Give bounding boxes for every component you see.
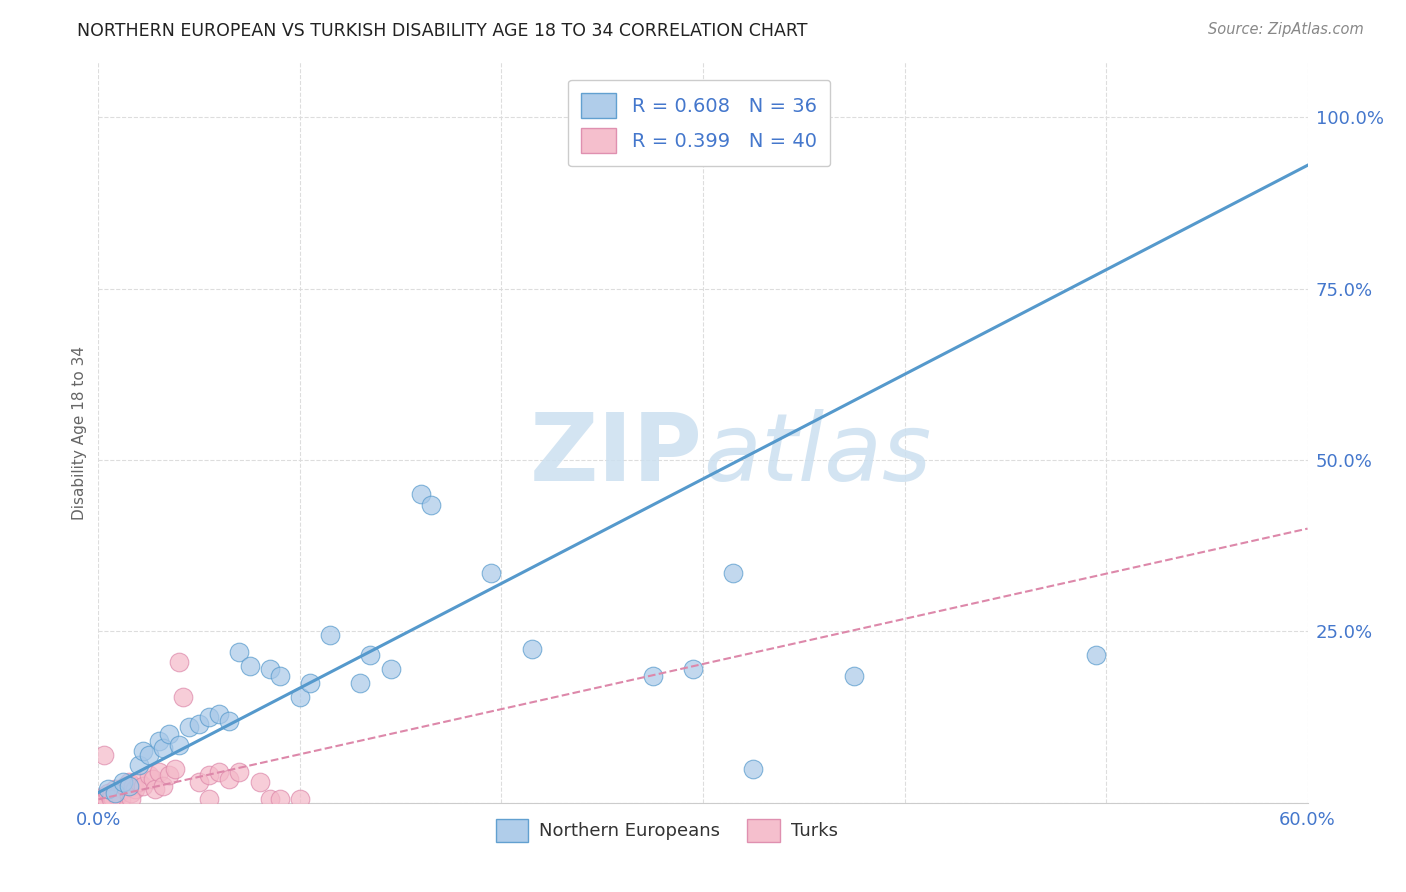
- Point: [682, 662, 704, 676]
- Point: [114, 779, 136, 793]
- Point: [120, 792, 142, 806]
- Point: [152, 741, 174, 756]
- Point: [138, 768, 160, 782]
- Point: [157, 727, 180, 741]
- Point: [118, 775, 141, 789]
- Point: [91, 792, 114, 806]
- Point: [118, 779, 141, 793]
- Point: [198, 792, 221, 806]
- Point: [111, 782, 134, 797]
- Point: [148, 734, 170, 748]
- Point: [138, 747, 160, 762]
- Point: [349, 676, 371, 690]
- Point: [179, 720, 201, 734]
- Point: [163, 762, 186, 776]
- Point: [319, 628, 342, 642]
- Point: [152, 779, 174, 793]
- Point: [142, 772, 165, 786]
- Point: [167, 655, 190, 669]
- Point: [360, 648, 382, 663]
- Point: [228, 764, 250, 779]
- Point: [111, 775, 134, 789]
- Point: [188, 717, 211, 731]
- Text: atlas: atlas: [703, 409, 931, 500]
- Point: [481, 566, 503, 581]
- Point: [420, 498, 443, 512]
- Point: [288, 690, 311, 704]
- Point: [208, 706, 231, 721]
- Point: [97, 782, 120, 797]
- Point: [148, 764, 170, 779]
- Point: [288, 792, 311, 806]
- Point: [249, 775, 271, 789]
- Legend: Northern Europeans, Turks: Northern Europeans, Turks: [489, 812, 845, 849]
- Point: [132, 779, 155, 793]
- Point: [228, 645, 250, 659]
- Point: [157, 768, 180, 782]
- Point: [520, 641, 543, 656]
- Point: [103, 782, 125, 797]
- Point: [259, 792, 281, 806]
- Text: ZIP: ZIP: [530, 409, 703, 500]
- Point: [742, 762, 765, 776]
- Point: [172, 690, 194, 704]
- Point: [107, 785, 129, 799]
- Point: [167, 738, 190, 752]
- Point: [128, 775, 150, 789]
- Point: [128, 758, 150, 772]
- Point: [844, 669, 866, 683]
- Point: [198, 768, 221, 782]
- Point: [100, 789, 122, 803]
- Point: [103, 785, 125, 799]
- Text: Source: ZipAtlas.com: Source: ZipAtlas.com: [1208, 22, 1364, 37]
- Point: [269, 792, 291, 806]
- Point: [124, 782, 146, 797]
- Point: [132, 744, 155, 758]
- Point: [143, 782, 166, 797]
- Point: [218, 714, 240, 728]
- Y-axis label: Disability Age 18 to 34: Disability Age 18 to 34: [72, 345, 87, 520]
- Point: [239, 658, 262, 673]
- Point: [1085, 648, 1108, 663]
- Point: [93, 789, 115, 803]
- Point: [105, 789, 128, 803]
- Point: [299, 676, 322, 690]
- Point: [120, 785, 142, 799]
- Point: [121, 779, 143, 793]
- Point: [101, 792, 124, 806]
- Point: [208, 764, 231, 779]
- Point: [409, 487, 432, 501]
- Point: [380, 662, 402, 676]
- Text: NORTHERN EUROPEAN VS TURKISH DISABILITY AGE 18 TO 34 CORRELATION CHART: NORTHERN EUROPEAN VS TURKISH DISABILITY …: [77, 22, 808, 40]
- Point: [641, 669, 664, 683]
- Point: [723, 566, 745, 581]
- Point: [269, 669, 291, 683]
- Point: [188, 775, 211, 789]
- Point: [110, 792, 132, 806]
- Point: [100, 792, 122, 806]
- Point: [93, 747, 115, 762]
- Point: [259, 662, 281, 676]
- Point: [198, 710, 221, 724]
- Point: [97, 785, 120, 799]
- Point: [218, 772, 240, 786]
- Point: [96, 792, 118, 806]
